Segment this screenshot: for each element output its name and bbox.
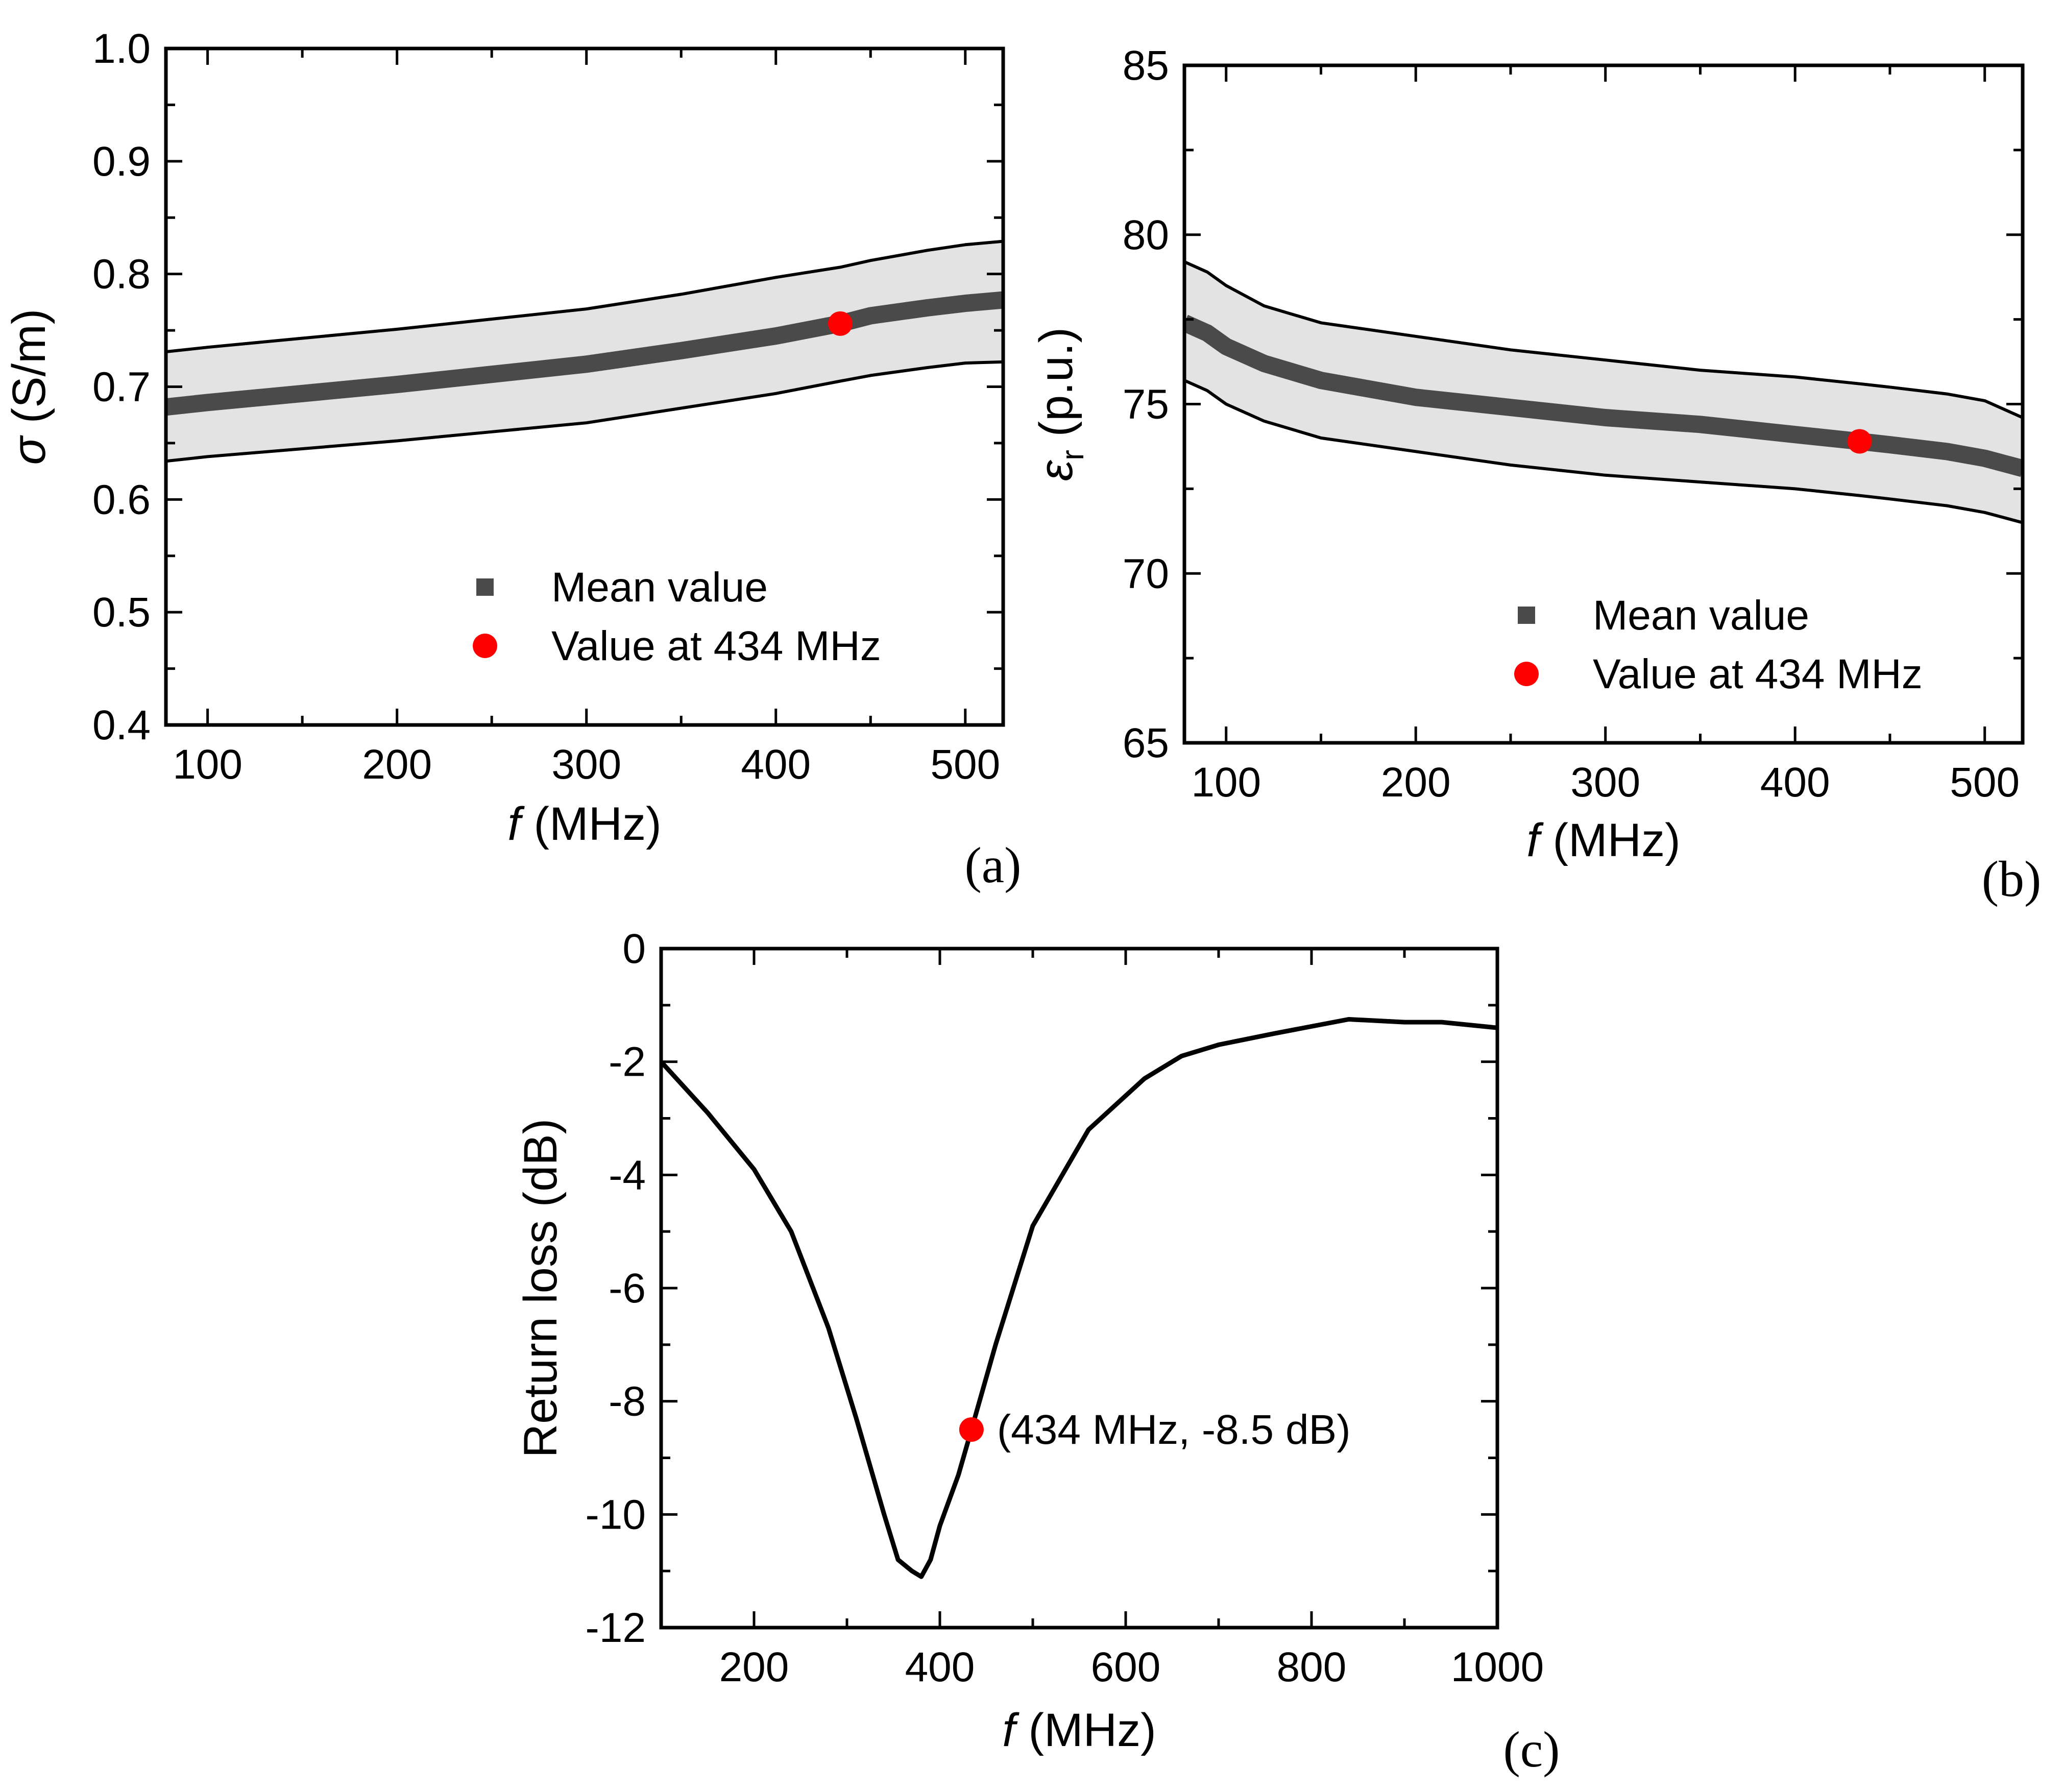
return-loss-line [661,1017,1497,1579]
x-tick-label: 400 [1760,759,1830,806]
plot-area [166,239,1003,463]
y-tick-label: 1.0 [92,26,151,72]
y-tick-label: -6 [609,1265,646,1312]
x-tick-label: 500 [930,741,1000,788]
y-tick-label: 75 [1123,381,1169,428]
y-axis-label: Return loss (dB) [515,1119,567,1458]
uncertainty-band [166,241,1003,462]
x-axis-label: f (MHz) [507,798,661,850]
x-tick-label: 500 [1950,759,2020,806]
panel-label: (a) [965,837,1022,893]
legend-label: Mean value [551,564,768,611]
plot-area [661,1017,1497,1579]
x-axis-label: f (MHz) [1002,1704,1156,1756]
x-tick-label: 200 [362,741,432,788]
x-tick-label: 1000 [1451,1644,1544,1690]
y-tick-label: 0.7 [92,364,151,410]
value-at-434-marker [1847,429,1872,454]
y-tick-label: 0.5 [92,589,151,636]
x-axis-label: f (MHz) [1526,814,1680,866]
plot-area [1184,260,2023,524]
x-tick-label: 400 [741,741,811,788]
x-tick-label: 300 [551,741,621,788]
y-tick-label: 0.4 [92,702,151,748]
mean-value-line [166,291,1003,416]
x-tick-label: 600 [1091,1644,1161,1690]
x-tick-label: 100 [173,741,242,788]
band-upper-line [1184,260,2023,419]
y-tick-label: 0 [622,926,646,972]
y-tick-label: 70 [1123,550,1169,597]
x-tick-label: 200 [1381,759,1451,806]
legend-label: Mean value [1593,592,1809,639]
chart-panel-a: 100 200 300 400 500 0.4 0.5 0.6 0.7 0.8 0.9 1.0 f (M… [3,26,1022,893]
y-tick-label: 0.8 [92,251,151,298]
y-tick-label: -4 [609,1152,646,1198]
panel-label: (c) [1503,1721,1560,1778]
x-tick-label: 200 [719,1644,789,1690]
x-tick-label: 400 [905,1644,975,1690]
y-tick-label: -10 [585,1491,646,1538]
y-tick-label: 80 [1123,212,1169,258]
mean-value-line [1184,314,2023,477]
y-tick-label: 0.9 [92,138,151,185]
band-upper-line [166,239,1003,353]
legend-square-marker [1518,607,1535,624]
axes-frame [659,947,1499,1630]
value-at-434-marker [959,1417,984,1442]
chart-panel-b: 100 200 300 400 500 65 70 75 80 85 f (MHz) εr (p.u.… [1030,42,2041,907]
marker-annotation: (434 MHz, -8.5 dB) [997,1407,1351,1453]
y-tick-label: 85 [1123,42,1169,89]
y-tick-label: 0.6 [92,476,151,523]
y-axis-label: εr (p.u.) [1030,327,1090,481]
x-tick-label: 800 [1277,1644,1347,1690]
legend-circle-marker [1514,662,1539,686]
uncertainty-band [1184,261,2023,523]
chart-panel-c: 200 400 600 800 1000 -12 -10 -8 -6 -4 -2 0 f (MHz) Re… [515,926,1560,1778]
legend-circle-marker [473,634,497,658]
y-tick-label: 65 [1123,720,1169,766]
band-lower-line [166,360,1003,463]
value-at-434-marker [828,311,853,336]
band-lower-line [1184,379,2023,524]
y-tick-label: -2 [609,1039,646,1085]
legend-label: Value at 434 MHz [551,623,881,669]
legend-label: Value at 434 MHz [1593,651,1923,697]
legend-square-marker [476,578,494,596]
panel-label: (b) [1982,851,2042,907]
y-tick-label: -8 [609,1378,646,1425]
y-axis-label: σ (S/m) [3,309,55,465]
x-tick-label: 100 [1191,759,1261,806]
y-tick-label: -12 [585,1605,646,1651]
x-tick-label: 300 [1570,759,1640,806]
